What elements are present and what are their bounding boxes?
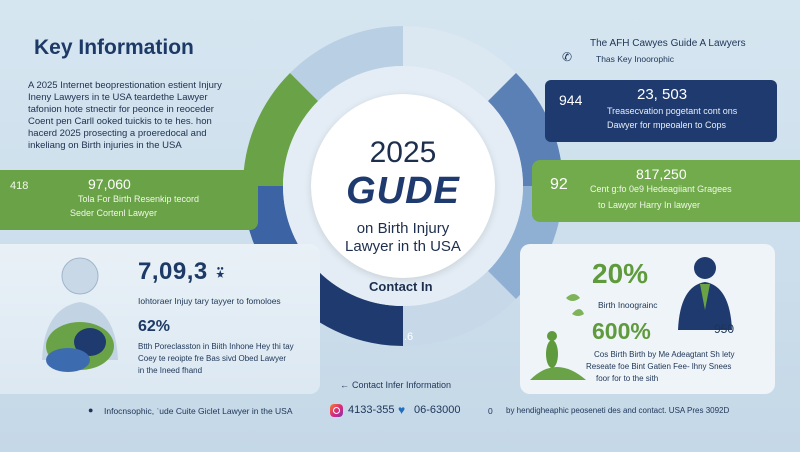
left-pill-number: 418 xyxy=(10,180,29,192)
right-mid-pill-number: 92 xyxy=(550,176,568,193)
footer-right-text: by hendigheaphic peoseneti des and conta… xyxy=(506,406,730,415)
left-pill-line-1: Tola For Birth Resenkip tecord xyxy=(78,194,200,204)
instagram-icon[interactable] xyxy=(330,404,343,417)
phone-icon: ✆ xyxy=(562,50,573,64)
right-side-number: 950 xyxy=(714,322,735,336)
location-icon: ● xyxy=(88,405,94,415)
ring-number: .6 xyxy=(404,331,414,343)
footer-zero: 0 xyxy=(488,406,493,416)
right-mid-pill-line-1: Cent g:fo 0e9 Hedeagiiant Gragees xyxy=(590,184,732,194)
right-info-panel xyxy=(520,244,775,394)
left-stat-2-line-2: Coey te reoipte fre Bas sivd Obed Lawyer xyxy=(138,354,287,363)
footer-phone-2[interactable]: 06-63000 xyxy=(414,404,461,416)
left-stat-1-caption: Iohtoraer Injuy tary tayyer to fomoloes xyxy=(138,296,281,306)
right-top-pill-line-1: Treasecvation pogetant cont ons xyxy=(607,106,738,116)
footer-left-text: Infocnsophic, ˈude Cuite Giclet Lawyer i… xyxy=(104,406,293,416)
right-stat-2-line-3: foor for to the sith xyxy=(596,374,659,383)
top-tagline: The AFH Cawyes Guide A Lawyers xyxy=(590,38,746,49)
ring-segment-mid-blue-top xyxy=(488,73,563,186)
arrow-left-icon: ← xyxy=(340,380,349,390)
lawyer-illustration-icon xyxy=(678,257,732,330)
ring-segment-green xyxy=(243,73,318,186)
intro-paragraph: A 2025 Internet beoprestionation estient… xyxy=(28,80,222,151)
ring-segment-light-top xyxy=(403,26,516,101)
left-stat-2-line-1: Btth Poreclasston in Biith Inhone Hey th… xyxy=(138,342,294,351)
right-mid-pill-line-2: to Lawyor Harry In lawyer xyxy=(598,200,701,210)
left-pill-value: 97,060 xyxy=(88,176,131,192)
left-stat-2: 62% xyxy=(138,318,171,335)
right-top-stat-pill: 944 23, 503 Treasecvation pogetant cont … xyxy=(545,80,777,142)
right-stat-1-caption: Birth Inoograinc xyxy=(598,300,658,310)
ring-segment-pale-top xyxy=(290,26,403,101)
right-stat-1: 20% xyxy=(592,258,649,289)
center-guide: GUDE xyxy=(346,170,460,212)
ornament-icon: ⍣ xyxy=(214,263,227,283)
left-stat-pill: 418 97,060 Tola For Birth Resenkip tecor… xyxy=(0,170,258,230)
left-info-panel xyxy=(0,244,320,394)
right-top-pill-number: 944 xyxy=(559,92,583,108)
center-year: 2025 xyxy=(369,136,437,169)
right-mid-pill-value: 817,250 xyxy=(636,166,687,182)
center-subtitle-1: on Birth Injury xyxy=(356,220,450,237)
right-top-pill-value: 23, 503 xyxy=(637,86,688,103)
left-stat-2-line-3: in the Ineed fhand xyxy=(138,366,203,375)
center-circle: 2025 GUDE on Birth Injury Lawyer in th U… xyxy=(311,94,495,278)
heart-icon: ♥ xyxy=(398,403,406,417)
center-contact[interactable]: Contact In xyxy=(369,279,433,294)
page-title: Key Information xyxy=(34,36,194,59)
right-top-pill-line-2: Dawyer for mpeoalen to Cops xyxy=(607,120,727,130)
plant-illustration-icon xyxy=(530,294,586,380)
right-stat-2-line-2: Reseate foe Bint Gatien Fee- lhny Snees xyxy=(586,362,732,371)
contact-info-heading[interactable]: Contact Infer Information xyxy=(352,380,452,390)
footer-phone-1[interactable]: 4133-355 xyxy=(348,404,395,416)
left-stat-1-value: 7,09,3 xyxy=(138,258,208,285)
left-stat-1: 7,09,3 ⍣ xyxy=(138,258,226,286)
right-stat-2-line-1: Cos Birth Birth by Me Adeagtant Sh lety xyxy=(594,350,735,359)
person-illustration-icon xyxy=(42,257,118,372)
top-subtag: Thas Key Inoorophic xyxy=(596,54,674,64)
right-mid-stat-pill: 92 817,250 Cent g:fo 0e9 Hedeagiiant Gra… xyxy=(532,160,800,222)
right-stat-2: 600% xyxy=(592,318,651,344)
center-subtitle-2: Lawyer in th USA xyxy=(345,238,461,255)
ring-segment-pale-bottom xyxy=(403,271,516,346)
left-pill-line-2: Seder Cortenl Lawyer xyxy=(70,208,158,218)
